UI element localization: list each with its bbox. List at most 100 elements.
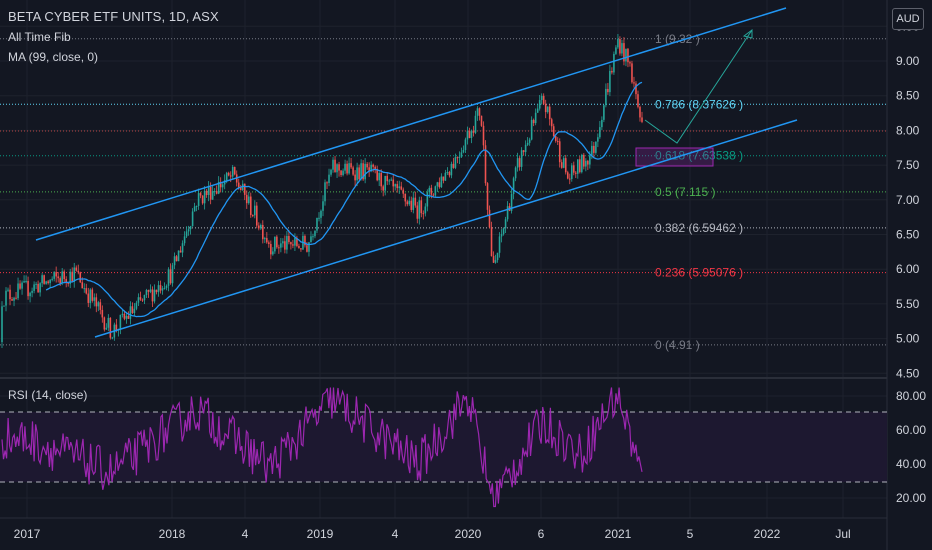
candle-body bbox=[276, 236, 278, 248]
candle-body bbox=[213, 191, 216, 193]
candle-body bbox=[153, 289, 156, 302]
price-axis-labels[interactable]: 9.509.008.508.007.507.006.506.005.505.00… bbox=[896, 19, 920, 380]
candle-body bbox=[93, 297, 96, 301]
candle-body bbox=[552, 126, 555, 137]
candle-body bbox=[334, 159, 336, 173]
price-axis-label[interactable]: 8.50 bbox=[896, 89, 920, 103]
candle-body bbox=[247, 196, 250, 204]
candle-body bbox=[579, 159, 581, 173]
candle-body bbox=[514, 167, 517, 179]
candle-body bbox=[587, 160, 589, 165]
time-axis-label[interactable]: 4 bbox=[392, 527, 399, 541]
candle-body bbox=[298, 245, 300, 249]
candle-body bbox=[392, 179, 395, 187]
moving-average-line bbox=[45, 81, 643, 318]
candle-body bbox=[3, 305, 5, 307]
candle-body bbox=[61, 271, 63, 284]
indicator-ma-label[interactable]: MA (99, close, 0) bbox=[8, 50, 99, 64]
candle-body bbox=[490, 227, 493, 257]
rsi-axis-label[interactable]: 60.00 bbox=[896, 423, 926, 437]
time-axis-label[interactable]: 2017 bbox=[14, 527, 41, 541]
candle-body bbox=[530, 119, 533, 140]
indicator-fib-label[interactable]: All Time Fib bbox=[8, 30, 71, 44]
candle-body bbox=[492, 256, 495, 263]
candle-body bbox=[560, 162, 563, 168]
candle-body bbox=[203, 190, 206, 204]
time-axis-label[interactable]: 4 bbox=[242, 527, 249, 541]
candle-body bbox=[488, 209, 491, 228]
price-axis-label[interactable]: 4.50 bbox=[896, 366, 920, 380]
currency-badge[interactable]: AUD bbox=[892, 8, 924, 30]
time-axis-label[interactable]: 2019 bbox=[307, 527, 334, 541]
candle-body bbox=[23, 281, 25, 283]
candle-body bbox=[11, 299, 13, 301]
time-axis-label[interactable]: 2021 bbox=[605, 527, 632, 541]
candle-body bbox=[59, 278, 61, 284]
rsi-axis-label[interactable]: 40.00 bbox=[896, 457, 926, 471]
candle-body bbox=[340, 170, 342, 176]
candle-body bbox=[177, 250, 180, 262]
candle-body bbox=[556, 140, 559, 142]
candle-body bbox=[338, 164, 340, 171]
candle-body bbox=[605, 88, 607, 106]
candle-body bbox=[316, 217, 318, 231]
candle-body bbox=[544, 103, 547, 113]
candle-body bbox=[631, 63, 633, 83]
candle-body bbox=[57, 276, 59, 279]
time-axis-label[interactable]: 2020 bbox=[455, 527, 482, 541]
candle-body bbox=[55, 272, 57, 277]
time-axis-label[interactable]: 2022 bbox=[754, 527, 781, 541]
candle-body bbox=[225, 172, 228, 181]
candle-body bbox=[613, 53, 615, 73]
price-axis-label[interactable]: 5.00 bbox=[896, 332, 920, 346]
rsi-line bbox=[1, 387, 643, 508]
candle-body bbox=[125, 315, 128, 319]
indicator-rsi-label[interactable]: RSI (14, close) bbox=[8, 388, 88, 402]
candle-body bbox=[623, 43, 625, 62]
candle-body bbox=[510, 194, 513, 211]
time-axis-labels[interactable]: 2017 2018 4 2019 4 2020 6 2021 5 2022 Jul bbox=[14, 527, 851, 541]
price-axis-label[interactable]: 8.00 bbox=[896, 123, 920, 137]
candle-body bbox=[574, 172, 577, 174]
candle-body bbox=[169, 269, 172, 284]
candle-body bbox=[13, 297, 15, 301]
time-axis-label[interactable]: 2018 bbox=[159, 527, 186, 541]
fib-retracement[interactable]: 1 (9.32 ) 0.786 (8.37626 ) 0.618 (7.63538 … bbox=[0, 32, 887, 352]
candle-body bbox=[95, 297, 98, 307]
time-axis-label[interactable]: 6 bbox=[538, 527, 545, 541]
rsi-axis-label[interactable]: 20.00 bbox=[896, 491, 926, 505]
candle-body bbox=[570, 165, 573, 179]
candle-body bbox=[422, 213, 425, 215]
projection-arrow-path[interactable] bbox=[644, 29, 753, 144]
candle-body bbox=[566, 172, 569, 179]
price-axis-label[interactable]: 7.50 bbox=[896, 158, 920, 172]
rsi-axis-labels[interactable]: 80.00 60.00 40.00 20.00 bbox=[896, 389, 926, 505]
symbol-title[interactable]: BETA CYBER ETF UNITS, 1D, ASX bbox=[8, 9, 219, 24]
target-zone-box[interactable] bbox=[635, 147, 714, 167]
candle-body bbox=[49, 279, 51, 284]
candle-body bbox=[67, 282, 70, 284]
candle-body bbox=[408, 200, 411, 205]
candle-body bbox=[609, 70, 611, 93]
candle-body bbox=[456, 157, 459, 159]
candle-body bbox=[280, 243, 282, 248]
price-axis-label[interactable]: 9.00 bbox=[896, 54, 920, 68]
candle-body bbox=[308, 242, 310, 252]
candle-body bbox=[73, 267, 76, 282]
channel-upper-line[interactable] bbox=[35, 7, 787, 241]
candle-body bbox=[133, 308, 136, 313]
candle-body bbox=[183, 236, 186, 244]
candle-body bbox=[103, 317, 106, 330]
rsi-axis-label[interactable]: 80.00 bbox=[896, 389, 926, 403]
price-axis-label[interactable]: 6.00 bbox=[896, 262, 920, 276]
candle-body bbox=[442, 176, 445, 181]
candle-body bbox=[446, 172, 449, 174]
price-axis-label[interactable]: 7.00 bbox=[896, 193, 920, 207]
time-axis-label[interactable]: 5 bbox=[687, 527, 694, 541]
candle-body bbox=[39, 283, 41, 293]
price-axis-label[interactable]: 6.50 bbox=[896, 228, 920, 242]
time-axis-label[interactable]: Jul bbox=[835, 527, 850, 541]
channel-lower-line[interactable] bbox=[94, 119, 798, 338]
price-axis-label[interactable]: 5.50 bbox=[896, 297, 920, 311]
